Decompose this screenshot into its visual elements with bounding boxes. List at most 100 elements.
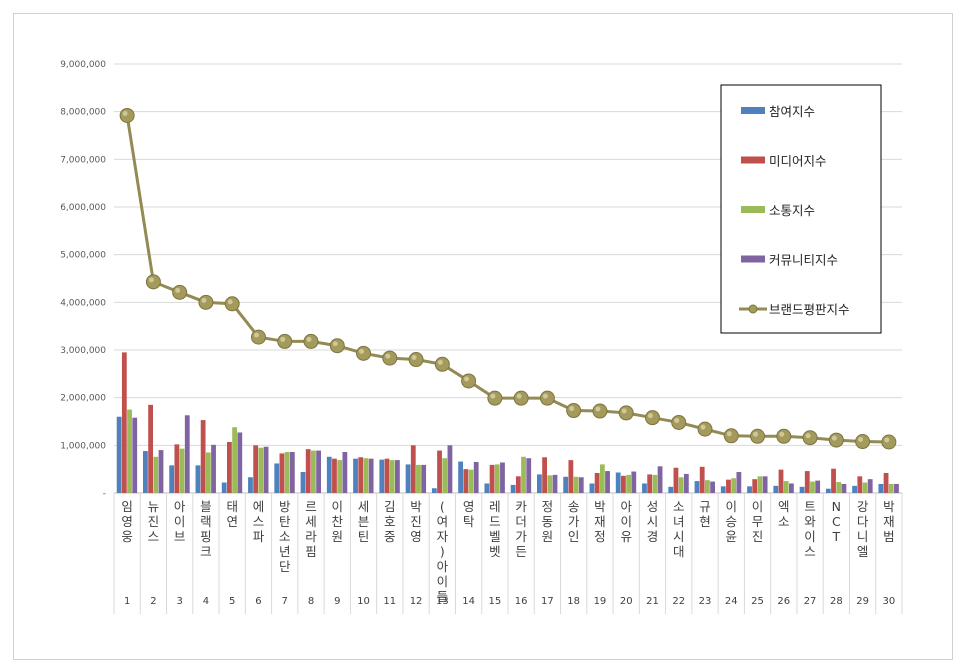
rank-label: 26 (777, 596, 790, 607)
bar (158, 450, 164, 493)
brand-index-point (198, 294, 214, 310)
bar (599, 464, 605, 493)
rank-label: 6 (255, 596, 261, 607)
bar (888, 483, 894, 493)
brand-index-line (119, 107, 897, 450)
bar (174, 444, 180, 493)
bar (783, 481, 789, 493)
bar (153, 456, 159, 493)
y-tick-label: 9,000,000 (60, 60, 106, 70)
bar (537, 474, 542, 493)
bar (836, 482, 842, 493)
brand-index-point (277, 333, 293, 349)
rank-label: 9 (334, 596, 340, 607)
bar (458, 461, 463, 493)
bar (573, 476, 579, 493)
bar (831, 468, 836, 493)
brand-index-point (356, 345, 372, 361)
y-tick-label: 7,000,000 (60, 155, 106, 165)
bar (683, 473, 689, 493)
bar (731, 478, 737, 493)
brand-index-point (408, 352, 424, 368)
bar (799, 486, 805, 493)
bar (358, 457, 364, 493)
bar (621, 475, 626, 493)
bar (289, 452, 295, 493)
bar (657, 466, 663, 493)
legend-label: 커뮤니티지수 (769, 253, 838, 268)
rank-label: 7 (282, 596, 288, 607)
bar (227, 441, 232, 493)
bar (468, 469, 474, 493)
bar (542, 457, 547, 493)
brand-index-point (881, 434, 897, 450)
y-tick-label: 6,000,000 (60, 203, 106, 213)
bar (232, 427, 237, 493)
rank-label: 28 (830, 596, 843, 607)
bar (699, 466, 705, 493)
bar (253, 445, 259, 493)
y-tick-label: 4,000,000 (60, 298, 106, 308)
legend-swatch (741, 107, 765, 114)
point-highlight (437, 359, 443, 365)
rank-label: 19 (594, 596, 607, 607)
bar (647, 474, 653, 493)
rank-label: 23 (699, 596, 712, 607)
point-highlight (831, 435, 837, 441)
point-highlight (569, 406, 575, 412)
bar (447, 445, 453, 493)
brand-index-point (250, 329, 266, 345)
rank-label: 27 (804, 596, 817, 607)
gridlines (114, 63, 902, 446)
point-highlight (621, 408, 627, 414)
brand-index-point (697, 421, 713, 437)
chart-frame: - 1,000,000 2,000,000 3,000,000 4,000,000 5,0… (13, 13, 953, 660)
point-highlight (306, 336, 312, 342)
bar (757, 476, 763, 493)
rank-label: 4 (203, 596, 209, 607)
bar (615, 472, 621, 493)
rank-label: 22 (672, 596, 685, 607)
rank-label: 8 (308, 596, 314, 607)
rank-label: 13 (436, 596, 449, 607)
bars (116, 352, 899, 493)
bar (521, 456, 526, 493)
bar (594, 472, 600, 493)
brand-index-point (802, 430, 818, 446)
bar (510, 484, 516, 493)
point-highlight (490, 393, 496, 399)
brand-index-point (303, 333, 319, 349)
bar (673, 467, 679, 493)
legend-marker (748, 304, 758, 314)
bar (500, 462, 505, 493)
bar (526, 458, 532, 493)
bar (363, 458, 369, 493)
bar (815, 480, 821, 493)
bar (631, 471, 637, 493)
bar (473, 462, 479, 493)
bar (867, 479, 873, 493)
rank-label: 12 (410, 596, 423, 607)
point-highlight (332, 341, 338, 347)
bar (752, 479, 758, 493)
brand-index-point (723, 428, 739, 444)
bar (384, 458, 390, 493)
bar (279, 453, 285, 493)
bar (804, 471, 810, 493)
rank-label: 18 (567, 596, 580, 607)
brand-index-point (224, 296, 240, 312)
legend-swatch (741, 156, 765, 164)
brand-index-point (671, 414, 687, 430)
